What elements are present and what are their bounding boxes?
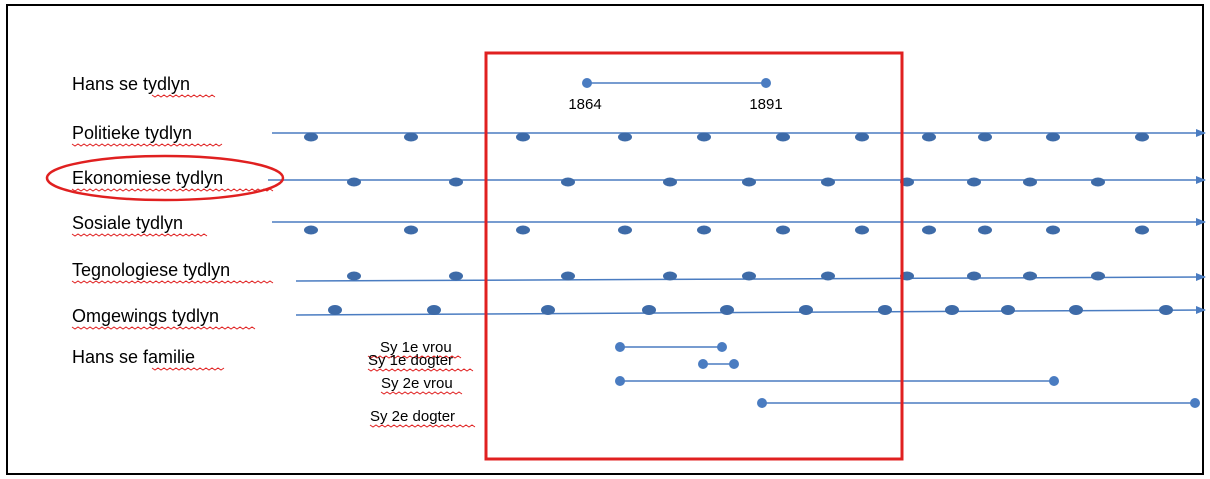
sosiale-timeline bbox=[272, 218, 1206, 235]
sosiale-event-dots bbox=[304, 225, 1149, 235]
omgewings-timeline bbox=[295, 305, 1206, 316]
family-span-1e-dogter bbox=[698, 359, 739, 369]
family-label-2e-dogter: Sy 2e dogter bbox=[370, 408, 455, 425]
hans-start-year: 1864 bbox=[568, 96, 601, 113]
family-span-1e-vrou bbox=[615, 342, 727, 352]
hans-timeline: 1864 1891 bbox=[568, 78, 783, 113]
label-omgewings-timeline: Omgewings tydlyn bbox=[72, 306, 219, 326]
hans-end-year: 1891 bbox=[749, 96, 782, 113]
label-familie-timeline: Hans se familie bbox=[72, 347, 195, 367]
tegnologiese-timeline bbox=[295, 271, 1206, 282]
ekonomiese-timeline bbox=[268, 176, 1206, 187]
ekonomiese-event-dots bbox=[347, 177, 1105, 187]
family-span-2e-vrou bbox=[615, 376, 1059, 386]
label-ekonomiese-timeline: Ekonomiese tydlyn bbox=[72, 168, 223, 188]
hans-end-point bbox=[761, 78, 771, 88]
label-politieke-timeline: Politieke tydlyn bbox=[72, 123, 192, 143]
label-hans-timeline: Hans se tydlyn bbox=[72, 74, 190, 94]
politieke-timeline bbox=[272, 129, 1206, 142]
omgewings-event-dots bbox=[328, 305, 1173, 315]
label-sosiale-timeline: Sosiale tydlyn bbox=[72, 213, 183, 233]
family-label-2e-vrou: Sy 2e vrou bbox=[381, 375, 453, 392]
hans-start-point bbox=[582, 78, 592, 88]
politieke-event-dots bbox=[304, 132, 1149, 142]
lifetime-highlight-box bbox=[484, 51, 904, 461]
tegnologiese-event-dots bbox=[347, 271, 1105, 281]
label-tegnologiese-timeline: Tegnologiese tydlyn bbox=[72, 260, 230, 280]
family-label-1e-vrou: Sy 1e vrou bbox=[380, 339, 452, 356]
ekonomiese-highlight-ellipse bbox=[45, 154, 285, 202]
spellcheck-underlines bbox=[71, 94, 476, 428]
family-label-1e-dogter: Sy 1e dogter bbox=[368, 352, 453, 369]
family-span-2e-dogter bbox=[757, 398, 1200, 408]
